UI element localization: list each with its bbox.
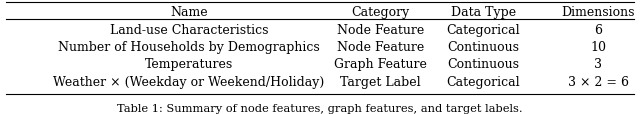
Text: Target Label: Target Label [340, 75, 421, 88]
Text: Categorical: Categorical [446, 24, 520, 37]
Text: Weather × (Weekday or Weekend/Holiday): Weather × (Weekday or Weekend/Holiday) [53, 75, 324, 88]
Text: Table 1: Summary of node features, graph features, and target labels.: Table 1: Summary of node features, graph… [117, 103, 523, 113]
Text: Continuous: Continuous [447, 58, 519, 71]
Text: Node Feature: Node Feature [337, 24, 424, 37]
Text: Graph Feature: Graph Feature [334, 58, 428, 71]
Text: Number of Households by Demographics: Number of Households by Demographics [58, 41, 319, 54]
Text: 6: 6 [595, 24, 602, 37]
Text: 3 × 2 = 6: 3 × 2 = 6 [568, 75, 629, 88]
Text: Dimensions: Dimensions [562, 5, 635, 18]
Text: 10: 10 [591, 41, 607, 54]
Text: Temperatures: Temperatures [145, 58, 233, 71]
Text: Name: Name [170, 5, 207, 18]
Text: Category: Category [351, 5, 410, 18]
Text: Node Feature: Node Feature [337, 41, 424, 54]
Text: Continuous: Continuous [447, 41, 519, 54]
Text: Data Type: Data Type [451, 5, 516, 18]
Text: 3: 3 [595, 58, 602, 71]
Text: Land-use Characteristics: Land-use Characteristics [109, 24, 268, 37]
Text: Categorical: Categorical [446, 75, 520, 88]
